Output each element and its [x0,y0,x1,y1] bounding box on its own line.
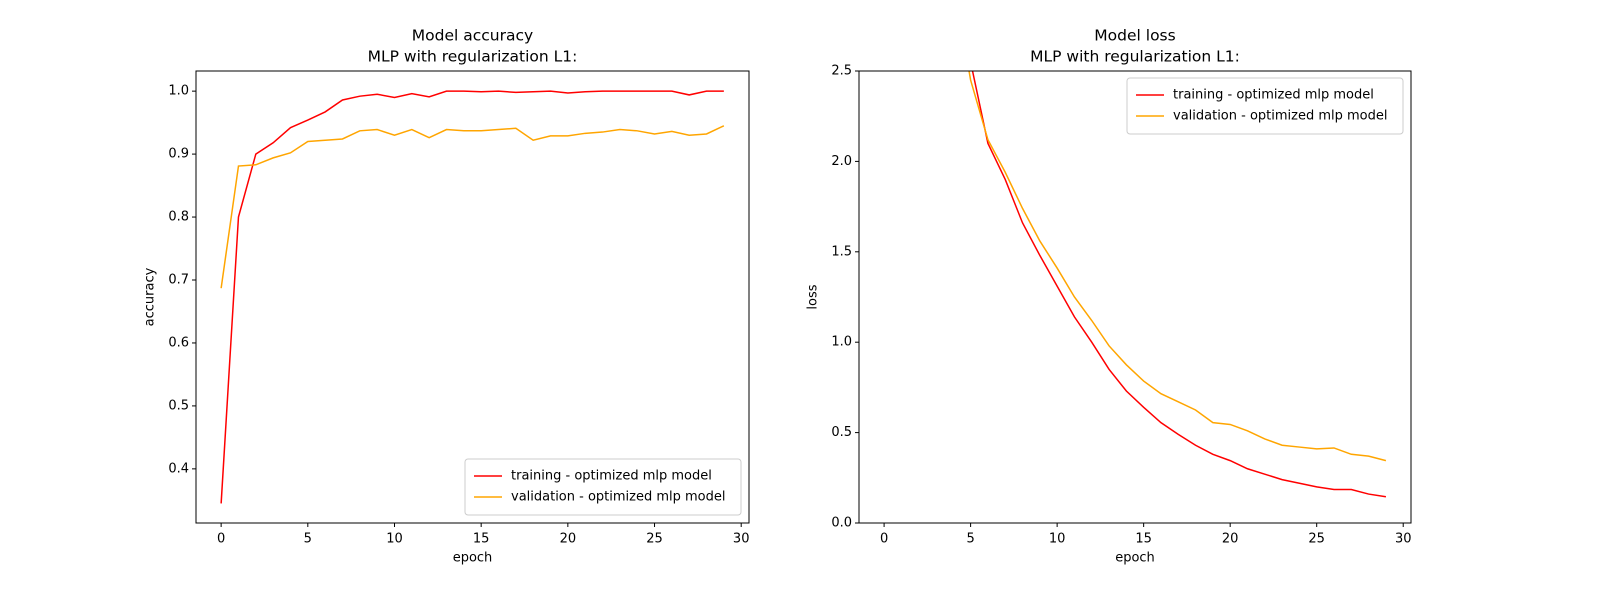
series-line [968,71,1387,462]
series-line [971,71,1387,498]
axes-frame [858,70,1412,524]
x-tick-label: 30 [733,532,750,547]
y-tick-label: 0.9 [168,147,189,162]
x-tick-label: 15 [473,532,490,547]
x-tick-label: 30 [1395,532,1412,547]
x-tick-label: 20 [560,532,577,547]
x-tick-label: 25 [1308,532,1325,547]
x-tick-label: 5 [304,532,312,547]
legend-label: training - optimized mlp model [511,469,712,484]
legend-label: validation - optimized mlp model [1173,109,1388,124]
series-line [220,90,724,504]
y-tick-label: 0.5 [831,425,852,440]
y-tick-label: 1.0 [831,335,852,350]
x-tick-label: 0 [880,532,888,547]
x-axis-label: epoch [453,551,493,566]
legend-label: validation - optimized mlp model [511,490,726,505]
y-tick-label: 1.5 [831,244,852,259]
x-tick-label: 15 [1135,532,1152,547]
x-tick-label: 5 [966,532,974,547]
y-tick-label: 0.4 [168,461,189,476]
x-tick-label: 25 [646,532,663,547]
axes-frame [195,70,750,524]
y-tick-label: 0.0 [831,516,852,531]
legend-label: training - optimized mlp model [1173,88,1374,103]
y-tick-label: 2.0 [831,154,852,169]
x-tick-label: 10 [386,532,403,547]
y-tick-label: 0.5 [168,398,189,413]
y-tick-label: 2.5 [831,64,852,79]
legend-box [464,458,742,516]
x-tick-label: 20 [1222,532,1239,547]
plot-area [968,71,1387,498]
chart-title: Model loss [1094,27,1175,45]
legend-box [1126,77,1404,135]
x-tick-label: 0 [217,532,225,547]
series-line [220,125,725,289]
x-tick-label: 10 [1049,532,1066,547]
y-tick-label: 1.0 [168,84,189,99]
x-axis-label: epoch [1115,551,1155,566]
y-tick-label: 0.7 [168,273,189,288]
y-tick-label: 0.6 [168,335,189,350]
chart-subtitle: MLP with regularization L1: [368,48,578,66]
y-tick-label: 0.8 [168,210,189,225]
chart-subtitle: MLP with regularization L1: [1030,48,1240,66]
y-axis-label: loss [806,284,821,309]
y-axis-label: accuracy [143,267,158,326]
plot-area [220,90,725,504]
chart-title: Model accuracy [412,27,533,45]
